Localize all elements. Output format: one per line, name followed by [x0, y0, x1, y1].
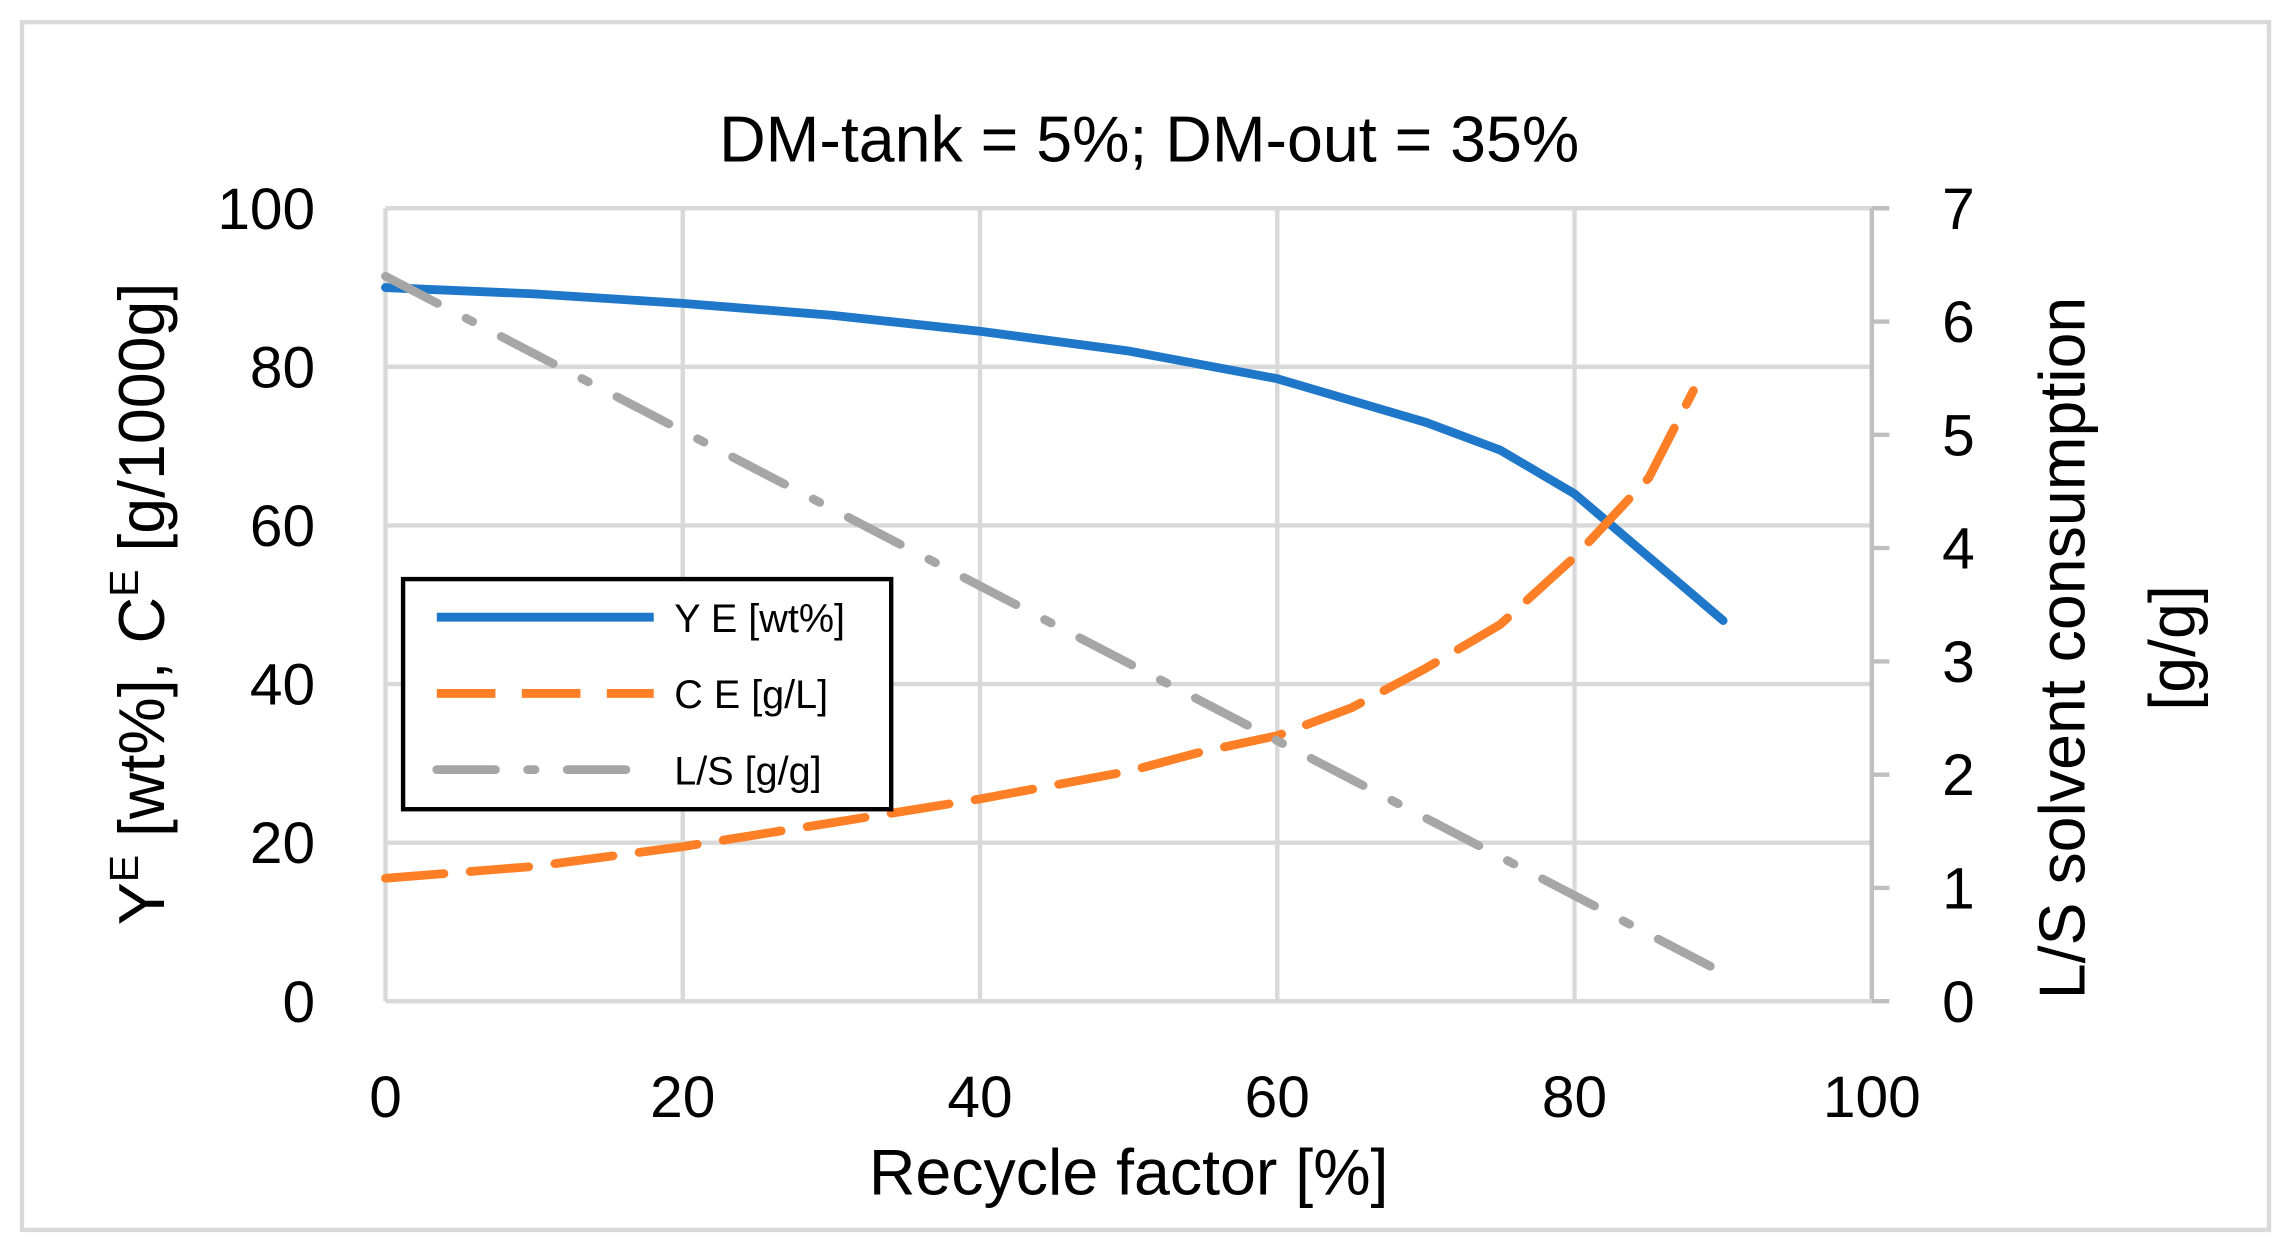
y-right-tick-label: 5 [1942, 403, 1975, 468]
chart-border [19, 19, 2272, 1233]
axes [383, 206, 1890, 1004]
y-right-tick-label: 6 [1942, 290, 1975, 355]
y-label-sup1: E [101, 855, 147, 882]
x-tick-label: 20 [650, 1065, 715, 1130]
y-left-tick-label: 40 [250, 653, 315, 718]
series-line-1 [381, 386, 1698, 883]
y-right-tick-label: 7 [1942, 177, 1975, 242]
y-axis-right-label-1: L/S solvent consumption [2026, 297, 2098, 1000]
chart-title: DM-tank = 5%; DM-out = 35% [719, 103, 1579, 175]
y-right-tick-label: 1 [1942, 856, 1975, 921]
x-tick-label: 40 [947, 1065, 1012, 1130]
y-right-tick-label: 2 [1942, 743, 1975, 808]
y-left-tick-label: 20 [250, 811, 315, 876]
legend: Y E [wt%] C E [g/L] L/S [g/g] [400, 576, 894, 812]
tick-labels: 0 20 40 60 80 100 0 20 40 60 80 100 0 1 2 3 4 5 6 7 [217, 177, 1974, 1130]
series-line-2 [381, 271, 1728, 978]
y-left-tick-label: 60 [250, 494, 315, 559]
y-label-y: Y [106, 882, 178, 925]
x-tick-label: 80 [1542, 1065, 1607, 1130]
y-label-sup2: E [101, 570, 147, 597]
series-line-0 [381, 283, 1728, 625]
y-right-tick-label: 3 [1942, 630, 1975, 695]
y-left-tick-label: 80 [250, 335, 315, 400]
x-tick-label: 60 [1245, 1065, 1310, 1130]
x-axis-label: Recycle factor [%] [869, 1137, 1389, 1209]
legend-label-ls: L/S [g/g] [674, 749, 821, 793]
x-tick-label: 100 [1823, 1065, 1921, 1130]
legend-label-ce: C E [g/L] [674, 673, 828, 717]
x-tick-label: 0 [369, 1065, 402, 1130]
y-label-end: [g/1000g] [106, 283, 178, 570]
y-right-tick-label: 4 [1942, 517, 1975, 582]
legend-label-ye: Y E [wt%] [674, 597, 845, 641]
y-axis-left-label: YE [wt%], CE [g/1000g] [101, 283, 178, 926]
y-left-tick-label: 100 [217, 177, 315, 242]
y-label-mid: [wt%], C [106, 597, 178, 855]
y-left-tick-label: 0 [283, 970, 316, 1035]
y-right-tick-label: 0 [1942, 970, 1975, 1035]
y-axis-right-label-2: [g/g] [2136, 585, 2208, 710]
series-lines [381, 271, 1728, 978]
